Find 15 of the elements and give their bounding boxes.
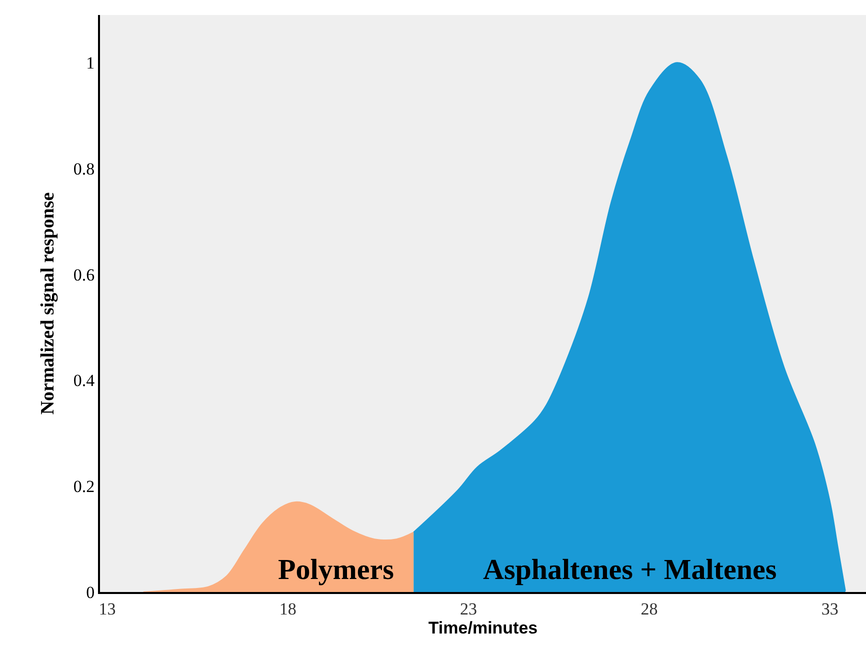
series-label: Polymers <box>278 554 394 586</box>
y-tick-label: 0.8 <box>73 159 95 178</box>
y-tick-label: 0.4 <box>73 371 96 390</box>
x-axis-title: Time/minutes <box>428 618 538 638</box>
x-tick-label: 33 <box>821 599 838 618</box>
x-tick-label: 28 <box>640 599 658 618</box>
y-tick-label: 0.2 <box>73 477 95 496</box>
x-tick-label: 18 <box>279 599 296 618</box>
y-tick-label: 0 <box>86 582 95 602</box>
series-label: Asphaltenes + Maltenes <box>483 554 777 586</box>
y-axis-title: Normalized signal response <box>38 192 59 415</box>
y-tick-label: 0.6 <box>73 265 95 284</box>
x-tick-label: 23 <box>460 599 478 618</box>
y-tick-label: 1 <box>86 54 95 73</box>
x-tick-label: 13 <box>98 599 116 618</box>
